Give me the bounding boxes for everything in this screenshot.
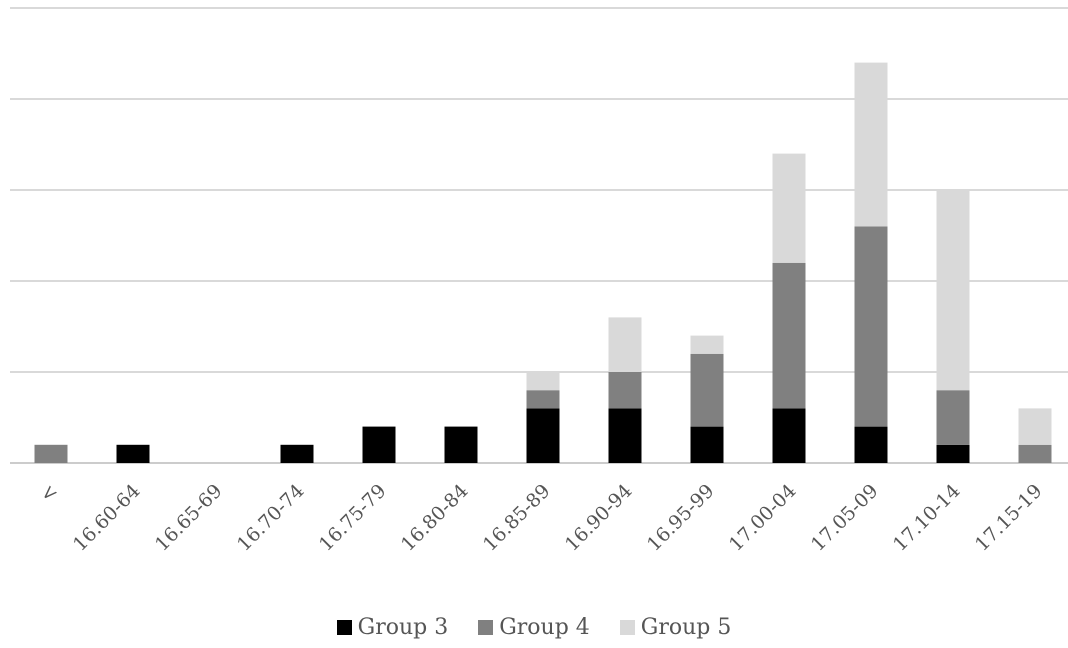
x-tick-label: 16.90-94 — [561, 480, 637, 556]
bar-segment-group-3-7 — [608, 408, 642, 463]
legend-swatch-group-4 — [478, 619, 494, 635]
bar-segment-group-4-9 — [772, 262, 806, 409]
x-tick-label: 16.85-89 — [479, 480, 555, 556]
legend-item-group-5: Group 5 — [619, 614, 732, 640]
x-tick-label: 16.60-64 — [69, 480, 145, 556]
bar-segment-group-4-8 — [690, 353, 724, 427]
x-tick-labels: <16.60-64 16.65-69 16.70-74 16.75-79 16.80-8… — [36, 480, 1047, 556]
x-tick-label: 16.95-99 — [643, 480, 719, 556]
bar-segment-group-5-8 — [690, 335, 724, 354]
x-tick-label: 16.75-79 — [315, 480, 391, 556]
bar-segment-group-3-1 — [116, 444, 150, 463]
bar-segment-group-4-10 — [854, 226, 888, 427]
bars — [34, 62, 1052, 463]
x-tick-label: 16.65-69 — [151, 480, 227, 556]
bar-segment-group-5-11 — [936, 190, 970, 391]
bar-segment-group-5-9 — [772, 153, 806, 263]
legend-label-group-5: Group 5 — [640, 614, 732, 640]
bar-segment-group-3-11 — [936, 444, 970, 463]
x-tick-label: 17.15-19 — [971, 480, 1047, 556]
bar-segment-group-4-11 — [936, 390, 970, 445]
bar-segment-group-3-3 — [280, 444, 314, 463]
legend-item-group-4: Group 4 — [478, 615, 590, 640]
legend-swatch-group-5 — [619, 619, 635, 635]
bar-segment-group-5-10 — [854, 62, 888, 227]
bar-segment-group-5-12 — [1018, 408, 1052, 445]
bar-segment-group-4-0 — [34, 444, 68, 463]
x-tick-label: 17.05-09 — [807, 480, 883, 556]
bar-segment-group-3-5 — [444, 426, 478, 463]
legend-label-group-3: Group 3 — [357, 614, 449, 640]
legend-swatch-group-3 — [336, 619, 352, 635]
bar-segment-group-4-12 — [1018, 444, 1052, 463]
legend-item-group-3: Group 3 — [336, 614, 449, 640]
x-tick-label: 17.00-04 — [725, 480, 801, 556]
bar-segment-group-5-6 — [526, 372, 560, 391]
bar-segment-group-3-10 — [854, 426, 888, 463]
legend: Group 3 Group 4 Group 5 — [0, 610, 1068, 644]
bar-segment-group-3-6 — [526, 408, 560, 463]
legend-label-group-4: Group 4 — [499, 614, 590, 640]
bar-segment-group-3-8 — [690, 426, 724, 463]
x-tick-label: 16.70-74 — [233, 480, 309, 556]
gridlines — [10, 7, 1068, 464]
x-tick-label: < — [36, 480, 63, 507]
x-tick-label: 16.80-84 — [397, 480, 473, 556]
bar-segment-group-5-7 — [608, 317, 642, 372]
bar-segment-group-3-9 — [772, 408, 806, 463]
x-tick-label: 17.10-14 — [889, 480, 965, 556]
bar-segment-group-3-4 — [362, 426, 396, 463]
bar-segment-group-4-6 — [526, 390, 560, 409]
bar-segment-group-4-7 — [608, 372, 642, 409]
